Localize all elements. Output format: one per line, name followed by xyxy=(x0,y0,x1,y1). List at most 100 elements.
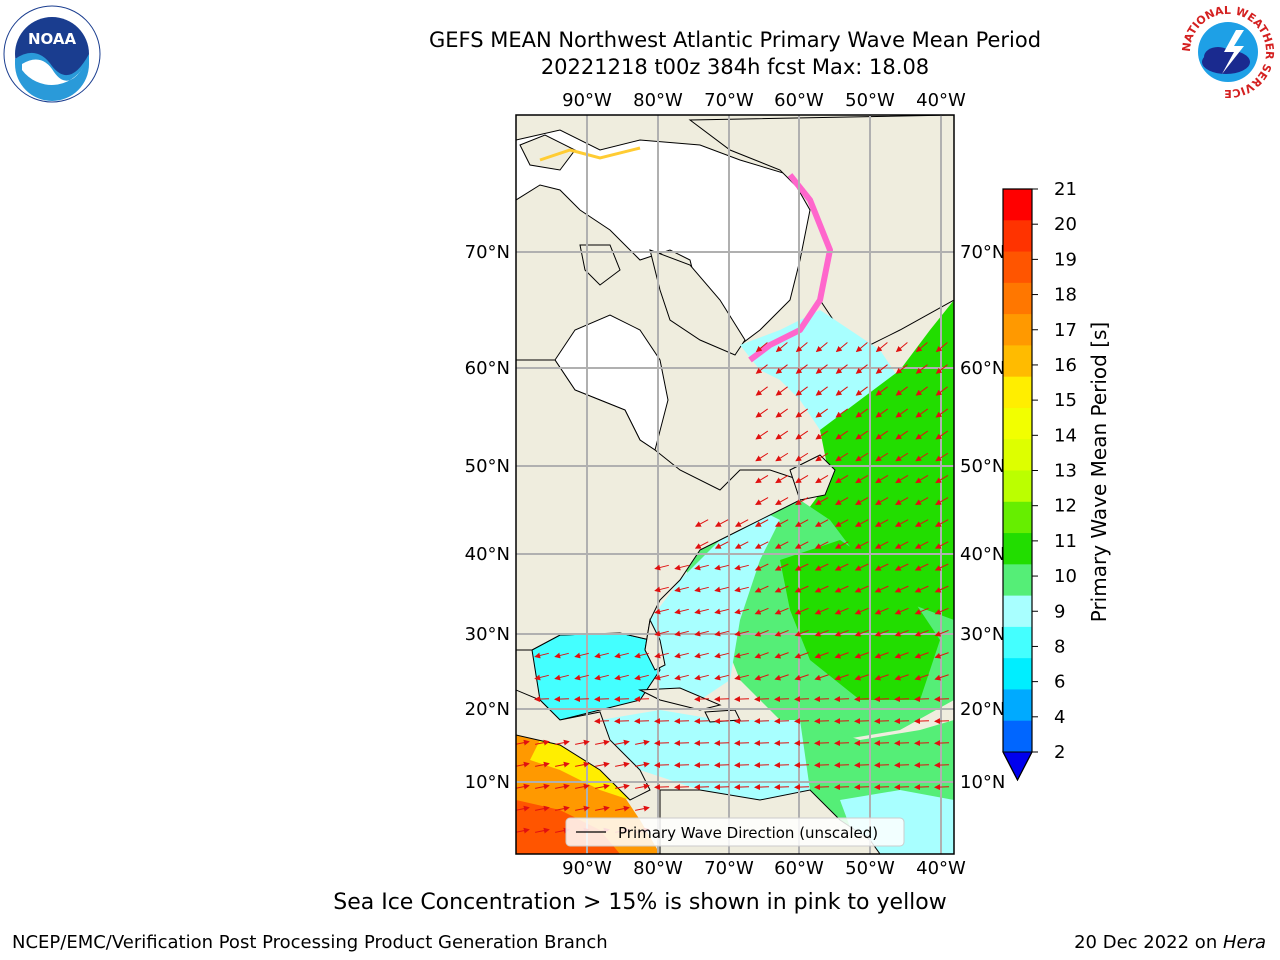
wave-direction-arrow xyxy=(855,430,869,440)
wave-direction-arrow xyxy=(875,474,889,484)
wave-direction-arrow xyxy=(915,386,928,396)
wave-direction-arrow xyxy=(516,739,530,746)
wave-direction-arrow xyxy=(815,430,829,440)
wave-direction-arrow xyxy=(835,342,848,353)
wave-direction-arrow xyxy=(674,564,689,571)
wave-direction-arrow xyxy=(934,607,949,615)
caribbean-sea xyxy=(600,710,840,800)
sea-ice-fringe xyxy=(748,173,833,363)
wave-direction-arrow xyxy=(915,408,929,418)
wave-direction-arrow xyxy=(755,452,769,462)
wave-direction-arrow xyxy=(855,364,868,374)
wave-direction-arrow xyxy=(855,342,868,353)
wave-direction-arrow xyxy=(834,674,849,681)
wave-direction-arrow xyxy=(915,452,929,462)
wave-direction-arrow xyxy=(934,740,950,747)
wave-direction-arrow xyxy=(935,474,949,484)
wave-direction-legend: Primary Wave Direction (unscaled) xyxy=(565,817,905,847)
wave-direction-arrow xyxy=(795,342,808,353)
wave-direction-arrow xyxy=(894,674,909,681)
wave-direction-arrow xyxy=(935,364,948,374)
colorbar-tick-label: 16 xyxy=(1054,355,1077,376)
wave-direction-arrow xyxy=(834,718,850,725)
lon-label-bottom: 70°W xyxy=(704,858,754,879)
colorbar-tick-label: 9 xyxy=(1054,601,1065,622)
wave-direction-arrow xyxy=(614,718,630,725)
wave-direction-arrow xyxy=(794,629,809,637)
wave-direction-arrow xyxy=(755,364,768,374)
wave-direction-arrow xyxy=(694,762,710,769)
wave-direction-arrow xyxy=(894,652,909,659)
arctic-island-2 xyxy=(579,244,621,286)
wave-direction-arrow xyxy=(755,408,769,418)
wave-direction-arrow xyxy=(635,761,650,768)
wave-direction-arrow xyxy=(894,740,910,747)
wave-direction-arrow xyxy=(734,608,749,615)
wave-direction-arrow xyxy=(915,342,928,353)
wave-direction-arrow xyxy=(615,739,630,746)
wave-direction-arrow xyxy=(634,652,649,659)
wave-direction-arrow xyxy=(875,342,888,353)
nws-logo: NATIONAL WEATHER SERVICE xyxy=(1180,4,1276,100)
wave-direction-arrow xyxy=(894,762,910,769)
wave-direction-arrow xyxy=(894,607,909,615)
wave-direction-arrow xyxy=(734,718,750,725)
colorbar-tick-label: 8 xyxy=(1054,636,1065,657)
wave-direction-arrow xyxy=(734,541,749,549)
wave-direction-arrow xyxy=(694,696,710,703)
wave-direction-arrow xyxy=(694,519,709,527)
wave-direction-arrow xyxy=(754,718,770,725)
wave-direction-arrow xyxy=(714,564,729,571)
footer-date-text: 20 Dec 2022 on xyxy=(1074,932,1223,953)
wave-direction-arrow xyxy=(895,386,908,396)
wave-direction-arrow xyxy=(874,563,889,571)
wave-direction-arrow xyxy=(594,696,610,703)
wave-direction-arrow xyxy=(755,474,769,484)
wave-direction-arrow xyxy=(834,563,849,571)
wave-direction-arrow xyxy=(754,652,769,659)
wave-direction-arrow xyxy=(795,474,809,484)
wave-direction-arrow xyxy=(854,607,869,615)
wave-direction-arrow xyxy=(794,696,810,703)
wave-direction-arrow xyxy=(654,740,670,747)
footer-credit: NCEP/EMC/Verification Post Processing Pr… xyxy=(12,932,608,953)
colorbar: 21 20 19 18 17 16 15 14 13 12 11 10 9 8 6 4 2 xyxy=(1002,179,1077,782)
wave-direction-arrow xyxy=(815,408,829,418)
wave-direction-arrow xyxy=(914,519,929,527)
wave-direction-arrow xyxy=(854,585,869,593)
wave-direction-arrow xyxy=(894,629,909,637)
hispaniola xyxy=(704,709,741,723)
colorbar-segment xyxy=(1003,376,1032,409)
wave-direction-arrow xyxy=(875,408,889,418)
wave-direction-arrow xyxy=(914,718,930,725)
wave-direction-arrow xyxy=(774,629,789,637)
colorbar-tick-label: 20 xyxy=(1054,214,1077,235)
wave-direction-arrow xyxy=(774,784,790,791)
wave-direction-arrow xyxy=(834,696,850,703)
wave-direction-arrow xyxy=(874,541,889,549)
wave-direction-arrow xyxy=(654,652,669,659)
legend-label: Primary Wave Direction (unscaled) xyxy=(618,824,878,842)
wave-direction-arrow xyxy=(815,497,829,505)
wave-direction-arrow xyxy=(674,630,689,637)
wave-direction-arrow xyxy=(935,386,948,396)
colorbar-tick-label: 17 xyxy=(1054,320,1077,341)
wave-direction-arrow xyxy=(854,740,870,747)
wave-direction-arrow xyxy=(874,740,890,747)
wave-direction-arrow xyxy=(814,784,830,791)
wave-direction-arrow xyxy=(754,784,770,791)
wave-direction-arrow xyxy=(654,718,670,725)
wave-direction-arrow xyxy=(875,364,888,374)
lat-label-left: 30°N xyxy=(465,624,510,645)
wave-direction-arrow xyxy=(554,696,570,703)
wave-direction-arrow xyxy=(534,652,549,659)
wave-direction-arrow xyxy=(834,541,849,549)
wave-direction-arrow xyxy=(775,386,788,396)
wave-direction-arrow xyxy=(795,497,809,505)
wave-direction-arrow xyxy=(654,608,669,615)
wave-direction-arrow xyxy=(855,408,869,418)
wave-direction-arrow xyxy=(914,563,929,571)
wave-direction-arrow xyxy=(734,586,749,593)
wave-direction-arrow xyxy=(814,762,830,769)
